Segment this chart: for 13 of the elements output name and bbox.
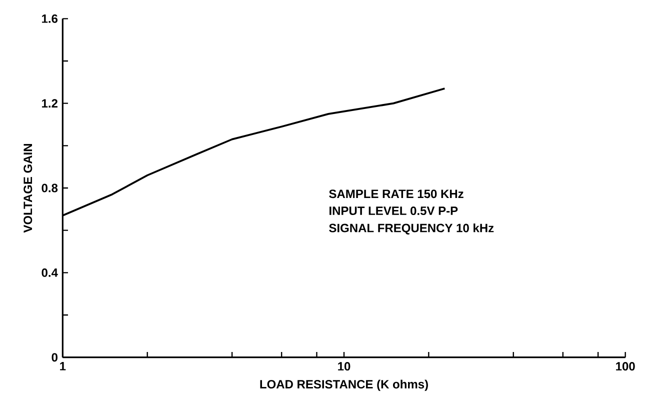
y-axis-title: VOLTAGE GAIN bbox=[24, 144, 32, 233]
annotation: INPUT LEVEL 0.5V P-P bbox=[330, 206, 458, 216]
y-tick-label: 0 bbox=[52, 353, 58, 362]
x-axis-title: LOAD RESISTANCE (K ohms) bbox=[260, 380, 428, 391]
x-tick-label: 1 bbox=[60, 362, 66, 370]
y-tick-label: 0.8 bbox=[42, 184, 58, 192]
x-tick-label: 100 bbox=[616, 362, 635, 371]
y-tick-label: 1.2 bbox=[42, 99, 58, 108]
annotation: SIGNAL FREQUENCY 10 kHz bbox=[329, 223, 494, 235]
y-tick-label: 1.6 bbox=[42, 14, 58, 23]
x-tick-label: 10 bbox=[338, 362, 350, 371]
annotation: SAMPLE RATE 150 KHz bbox=[329, 190, 464, 198]
y-tick-label: 0.4 bbox=[42, 268, 58, 277]
